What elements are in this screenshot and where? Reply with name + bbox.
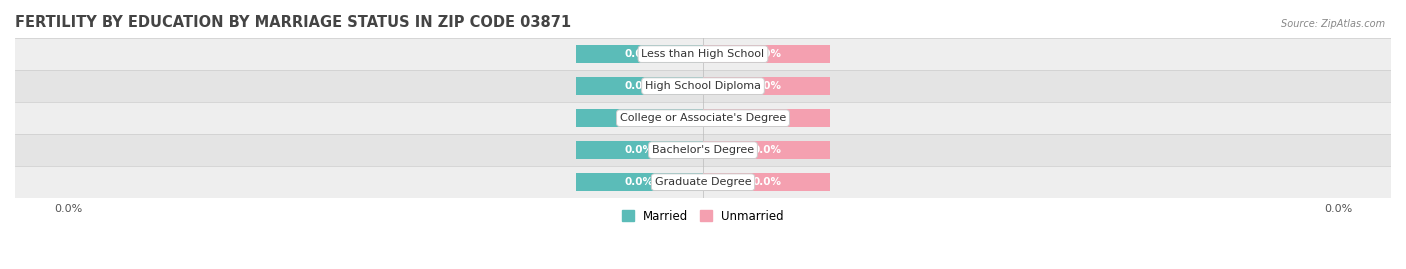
Text: 0.0%: 0.0% [752, 81, 780, 91]
Text: 0.0%: 0.0% [626, 49, 654, 59]
Bar [576, 77, 703, 95]
Bar [15, 166, 1391, 198]
Text: 0.0%: 0.0% [626, 113, 654, 123]
Text: 0.0%: 0.0% [752, 113, 780, 123]
Text: Graduate Degree: Graduate Degree [655, 177, 751, 187]
Text: 0.0%: 0.0% [626, 145, 654, 155]
Text: FERTILITY BY EDUCATION BY MARRIAGE STATUS IN ZIP CODE 03871: FERTILITY BY EDUCATION BY MARRIAGE STATU… [15, 15, 571, 30]
Bar [576, 141, 703, 159]
Bar [703, 45, 830, 63]
Bar [15, 134, 1391, 166]
Bar [703, 109, 830, 127]
Text: Less than High School: Less than High School [641, 49, 765, 59]
Bar [703, 141, 830, 159]
Text: Source: ZipAtlas.com: Source: ZipAtlas.com [1281, 19, 1385, 29]
Text: Bachelor's Degree: Bachelor's Degree [652, 145, 754, 155]
Text: 0.0%: 0.0% [752, 145, 780, 155]
Bar [703, 77, 830, 95]
Text: 0.0%: 0.0% [752, 49, 780, 59]
Legend: Married, Unmarried: Married, Unmarried [617, 205, 789, 228]
Text: 0.0%: 0.0% [626, 81, 654, 91]
Bar [576, 45, 703, 63]
Text: High School Diploma: High School Diploma [645, 81, 761, 91]
Bar [15, 102, 1391, 134]
Text: 0.0%: 0.0% [752, 177, 780, 187]
Bar [703, 174, 830, 191]
Text: College or Associate's Degree: College or Associate's Degree [620, 113, 786, 123]
Bar [15, 38, 1391, 70]
Bar [15, 70, 1391, 102]
Text: 0.0%: 0.0% [626, 177, 654, 187]
Bar [576, 109, 703, 127]
Bar [576, 174, 703, 191]
